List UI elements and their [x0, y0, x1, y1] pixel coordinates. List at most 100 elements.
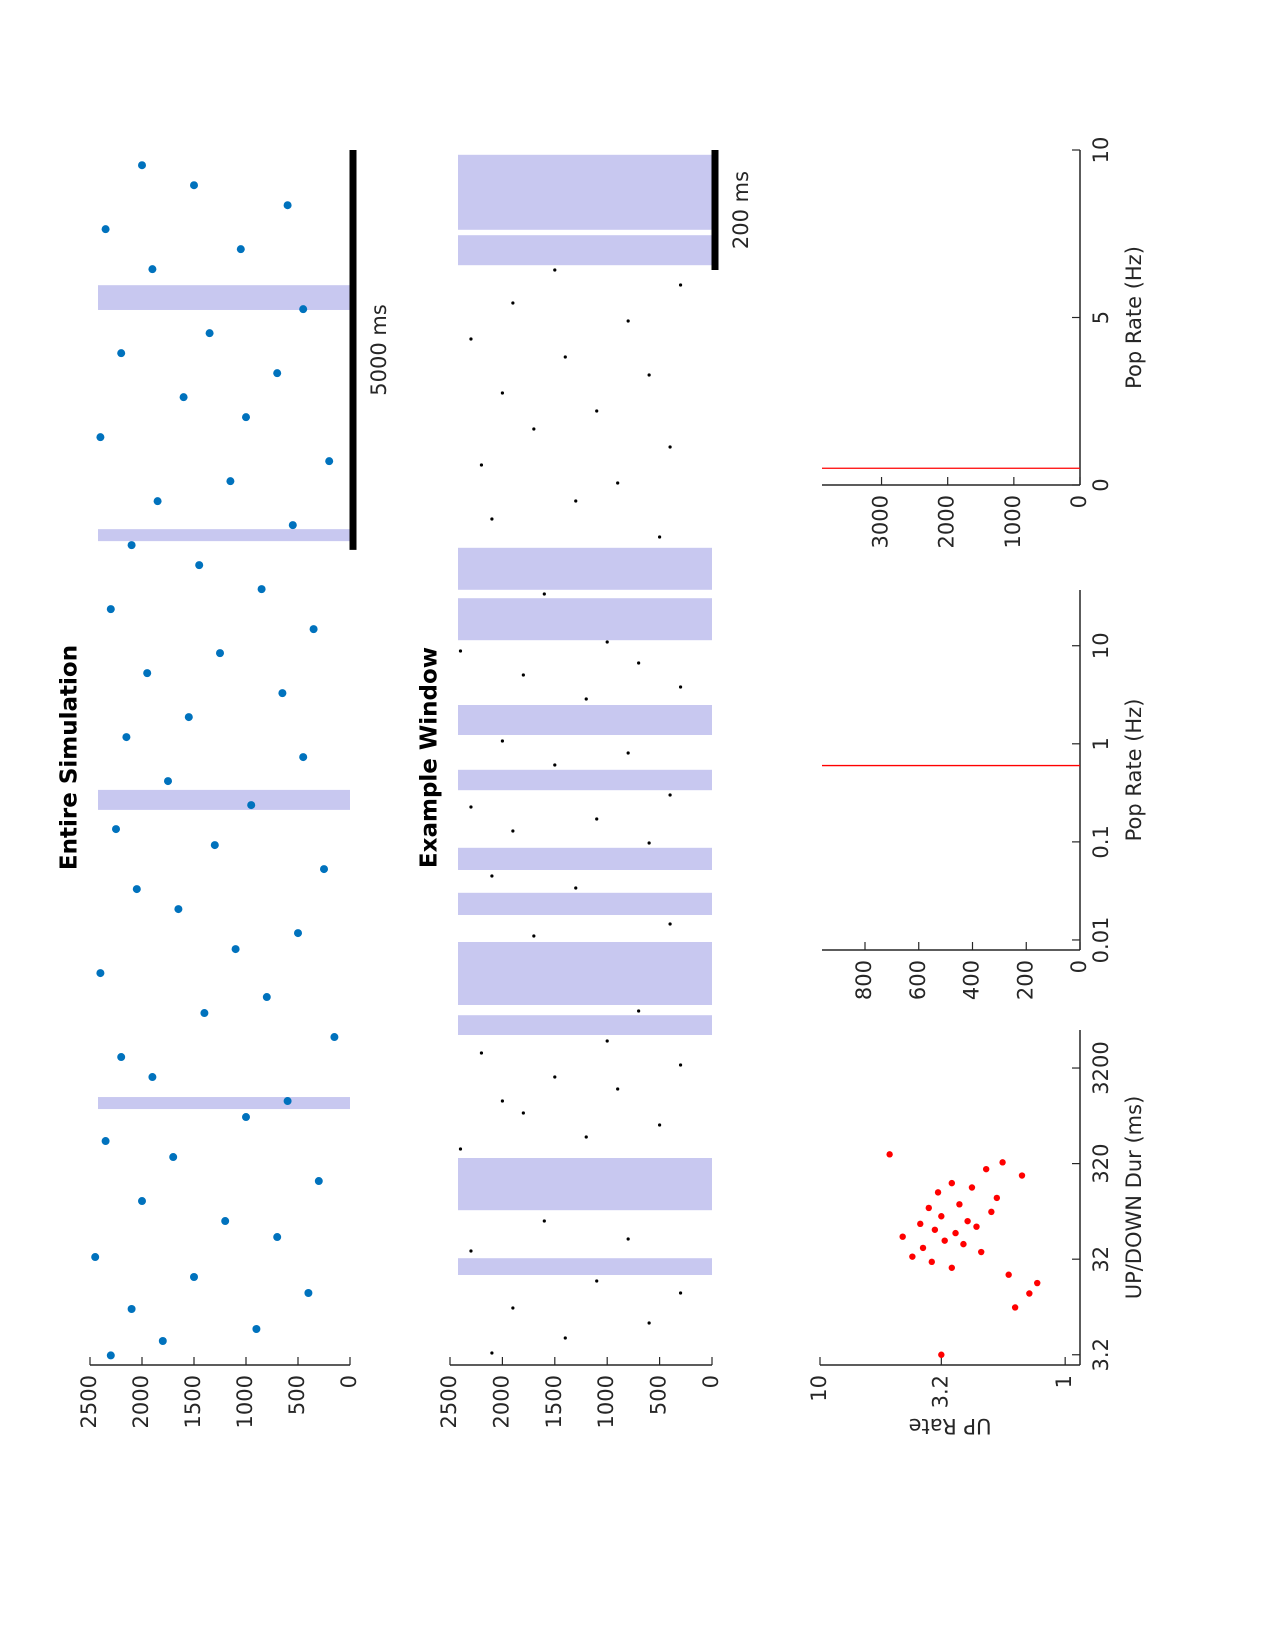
spike	[138, 1197, 146, 1206]
rotated-figure: Entire Simulation05001000150020002500500…	[57, 137, 1147, 1438]
y-tick-label: 2000	[129, 1375, 153, 1428]
x-tick-label: 0.01	[1089, 917, 1113, 964]
spike	[283, 1097, 292, 1106]
spike	[101, 1137, 110, 1146]
x-tick-label: 320	[1089, 1144, 1113, 1184]
chart-title: Entire Simulation	[57, 645, 83, 870]
y-tick-label: 0	[1067, 960, 1091, 973]
spike	[490, 1351, 494, 1355]
spike	[299, 753, 308, 762]
down-state	[458, 705, 712, 735]
x-tick-label: 10	[1089, 632, 1113, 659]
data-point	[948, 1264, 956, 1271]
spike	[153, 497, 162, 506]
data-point	[1034, 1279, 1041, 1287]
spike	[210, 841, 219, 850]
y-tick-label: 2000	[935, 495, 959, 548]
y-tick-label: 500	[647, 1375, 671, 1415]
spike	[158, 1337, 167, 1346]
spike	[553, 1075, 557, 1079]
spike	[647, 1321, 651, 1325]
down-state	[458, 547, 712, 590]
spike	[96, 969, 105, 978]
data-point	[999, 1159, 1006, 1166]
spike	[521, 1111, 525, 1115]
spike	[469, 1249, 473, 1253]
spike	[553, 763, 557, 767]
spike	[117, 349, 126, 358]
scale-bar-label: 5000 ms	[367, 304, 391, 396]
spike	[511, 301, 515, 305]
spike	[257, 585, 266, 594]
spike	[148, 265, 157, 274]
spike	[325, 457, 334, 466]
data-point	[917, 1220, 924, 1228]
spike	[542, 1219, 546, 1223]
spike	[542, 592, 546, 596]
down-state	[98, 529, 350, 542]
spike	[91, 1253, 100, 1262]
spike	[143, 669, 152, 678]
spike	[605, 640, 609, 644]
spike	[138, 161, 146, 170]
spike	[469, 805, 473, 809]
spike	[184, 713, 193, 722]
data-point	[925, 1204, 932, 1212]
down-state	[458, 235, 712, 266]
spike	[637, 661, 641, 665]
data-point	[968, 1184, 976, 1191]
spike	[563, 1336, 567, 1340]
spike	[490, 517, 494, 521]
spike	[500, 391, 504, 395]
spike	[595, 817, 599, 821]
spike	[678, 283, 683, 287]
x-tick-label: 10	[1089, 137, 1113, 164]
spike	[584, 1135, 588, 1139]
y-tick-label: 500	[285, 1375, 309, 1415]
data-point	[909, 1253, 916, 1260]
data-point	[960, 1240, 967, 1248]
spike	[221, 1217, 230, 1226]
spike	[479, 1051, 484, 1055]
spike	[101, 225, 110, 234]
y-tick-label: 200	[1013, 960, 1037, 1000]
data-point	[982, 1165, 990, 1173]
x-tick-label: 0.1	[1089, 825, 1113, 858]
spike	[668, 922, 672, 926]
x-tick-label: 0	[1089, 478, 1113, 491]
y-axis-label: UP Rate	[909, 1414, 992, 1438]
data-point	[1011, 1304, 1019, 1311]
data-point	[988, 1208, 995, 1216]
spike	[584, 697, 588, 701]
x-axis-label: Pop Rate (Hz)	[1122, 699, 1146, 842]
spike	[511, 829, 515, 833]
spike	[553, 268, 557, 272]
spike	[678, 1063, 683, 1067]
spike	[117, 1053, 126, 1062]
spike	[283, 201, 292, 210]
down-state	[98, 789, 350, 810]
data-point	[952, 1229, 959, 1237]
x-tick-label: 32	[1089, 1246, 1113, 1273]
spike	[658, 535, 662, 539]
spike	[174, 905, 183, 914]
y-tick-label: 2500	[437, 1375, 461, 1428]
spike	[294, 929, 302, 938]
spike	[112, 825, 120, 834]
spike	[668, 445, 672, 449]
spike	[216, 649, 224, 658]
spike	[252, 1325, 261, 1334]
spike	[299, 305, 308, 314]
y-tick-label: 2000	[489, 1375, 513, 1428]
down-state	[98, 1097, 350, 1110]
spike	[242, 1113, 250, 1122]
y-tick-label: 1500	[542, 1375, 566, 1428]
y-tick-label: 600	[906, 960, 930, 1000]
down-state	[98, 285, 350, 310]
spike	[122, 733, 131, 742]
spike	[647, 373, 651, 377]
y-tick-label: 3000	[869, 495, 893, 548]
spike	[658, 1123, 662, 1127]
data-point	[1026, 1290, 1033, 1297]
y-tick-label: 400	[960, 960, 984, 1000]
